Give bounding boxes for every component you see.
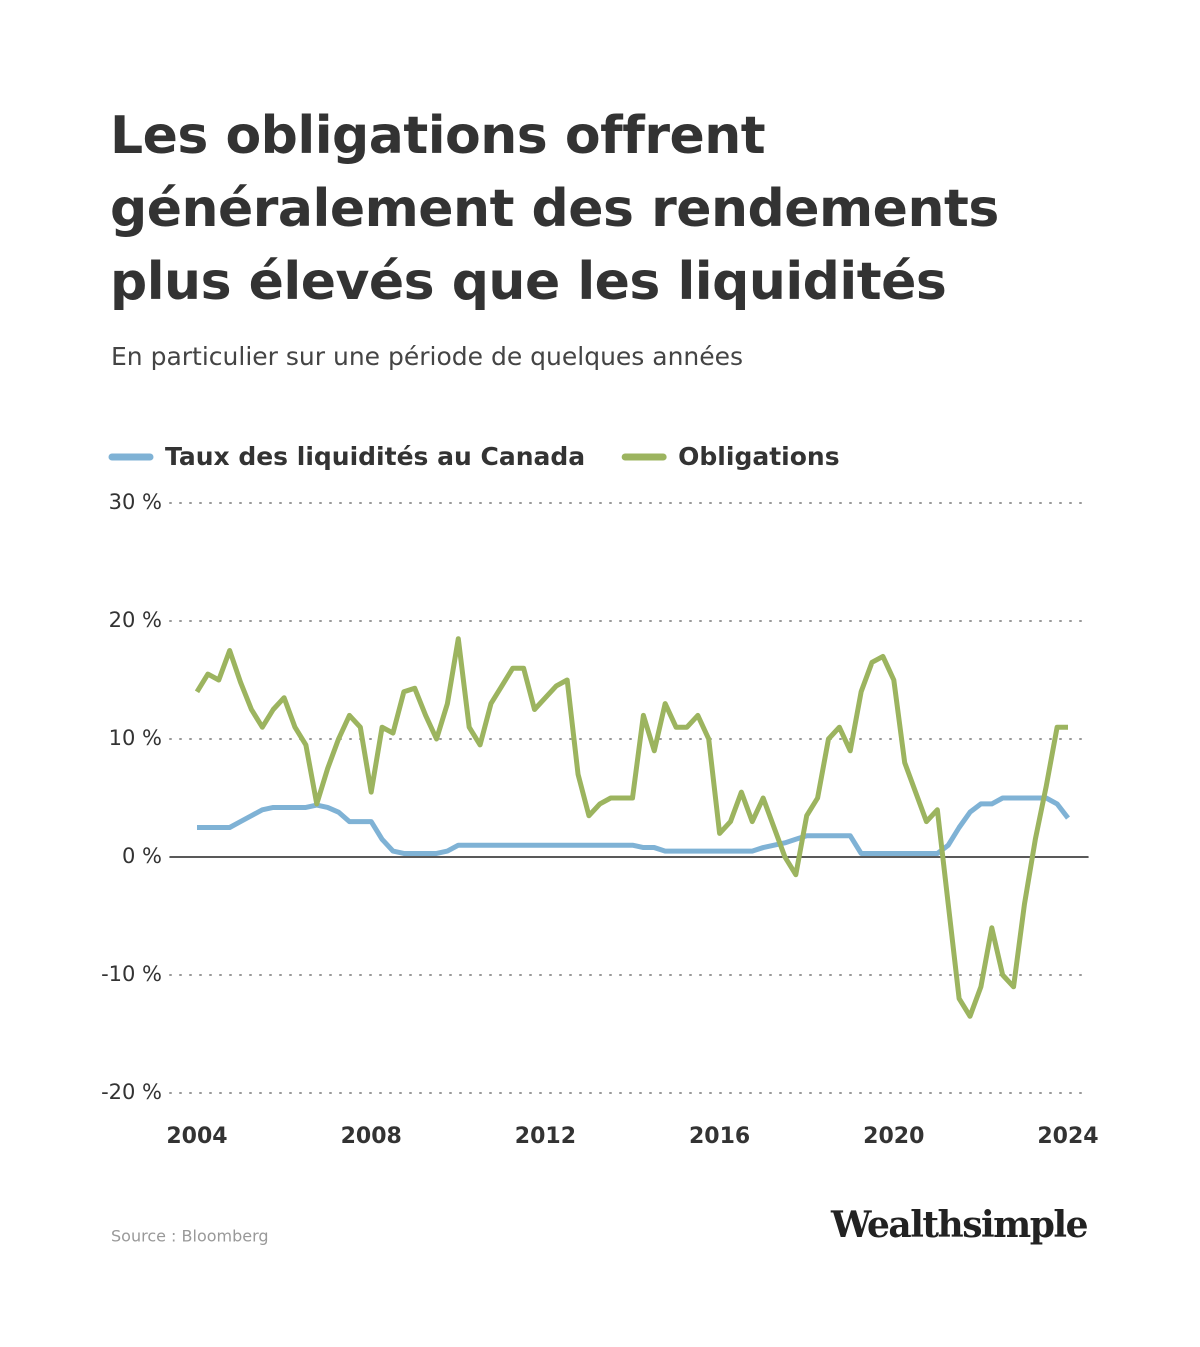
title: Les obligations offrent généralement des… (110, 106, 999, 312)
legend-label: Taux des liquidités au Canada (165, 442, 585, 471)
x-tick-label: 2004 (166, 1124, 227, 1149)
y-tick-label: 0 % (122, 844, 162, 868)
y-tick-label: -20 % (101, 1080, 162, 1104)
y-tick-label: 30 % (109, 490, 162, 514)
x-tick-label: 2020 (863, 1124, 924, 1149)
x-tick-label: 2024 (1037, 1124, 1098, 1149)
x-tick-label: 2012 (515, 1124, 576, 1149)
series-line (194, 636, 1068, 1019)
y-tick-label: 20 % (109, 608, 162, 632)
brand-logo: Wealthsimple (830, 1204, 1088, 1246)
legend-label: Obligations (678, 442, 839, 471)
series-line (197, 795, 1070, 856)
y-tick-label: 10 % (109, 726, 162, 750)
subtitle: En particulier sur une période de quelqu… (111, 342, 744, 371)
x-tick-label: 2016 (689, 1124, 750, 1149)
source: Source : Bloomberg (111, 1227, 269, 1246)
y-tick-label: -10 % (101, 962, 162, 986)
x-tick-label: 2008 (341, 1124, 402, 1149)
